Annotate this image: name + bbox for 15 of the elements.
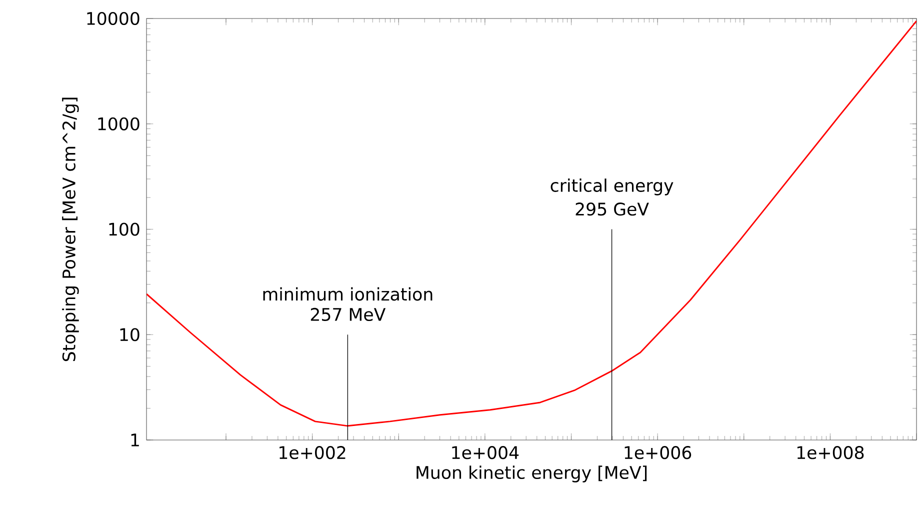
y-tick-label: 10 (120, 328, 140, 342)
annotation: 257 MeV (310, 308, 386, 322)
ref-line-label: critical energy (550, 178, 674, 196)
annotation: 295 GeV (576, 202, 649, 216)
y-axis-title: Stopping Power [MeV cm^2/g] (62, 98, 79, 362)
x-tick-label: 1e+008 (797, 446, 864, 460)
x-tick-label: 1e+002 (280, 446, 346, 460)
y-tick-label: 10000 (87, 12, 140, 26)
x-tick-label: 1e+006 (624, 446, 692, 460)
x-tick-label: 1e+004 (452, 446, 519, 460)
y-tick-label: 100 (109, 222, 140, 236)
y-tick-label: 1 (131, 434, 139, 446)
y-tick-label: 1000 (98, 117, 140, 130)
ref-line-label: minimum ionization (263, 287, 432, 301)
x-axis-title: Muon kinetic energy [MeV] (416, 466, 647, 482)
